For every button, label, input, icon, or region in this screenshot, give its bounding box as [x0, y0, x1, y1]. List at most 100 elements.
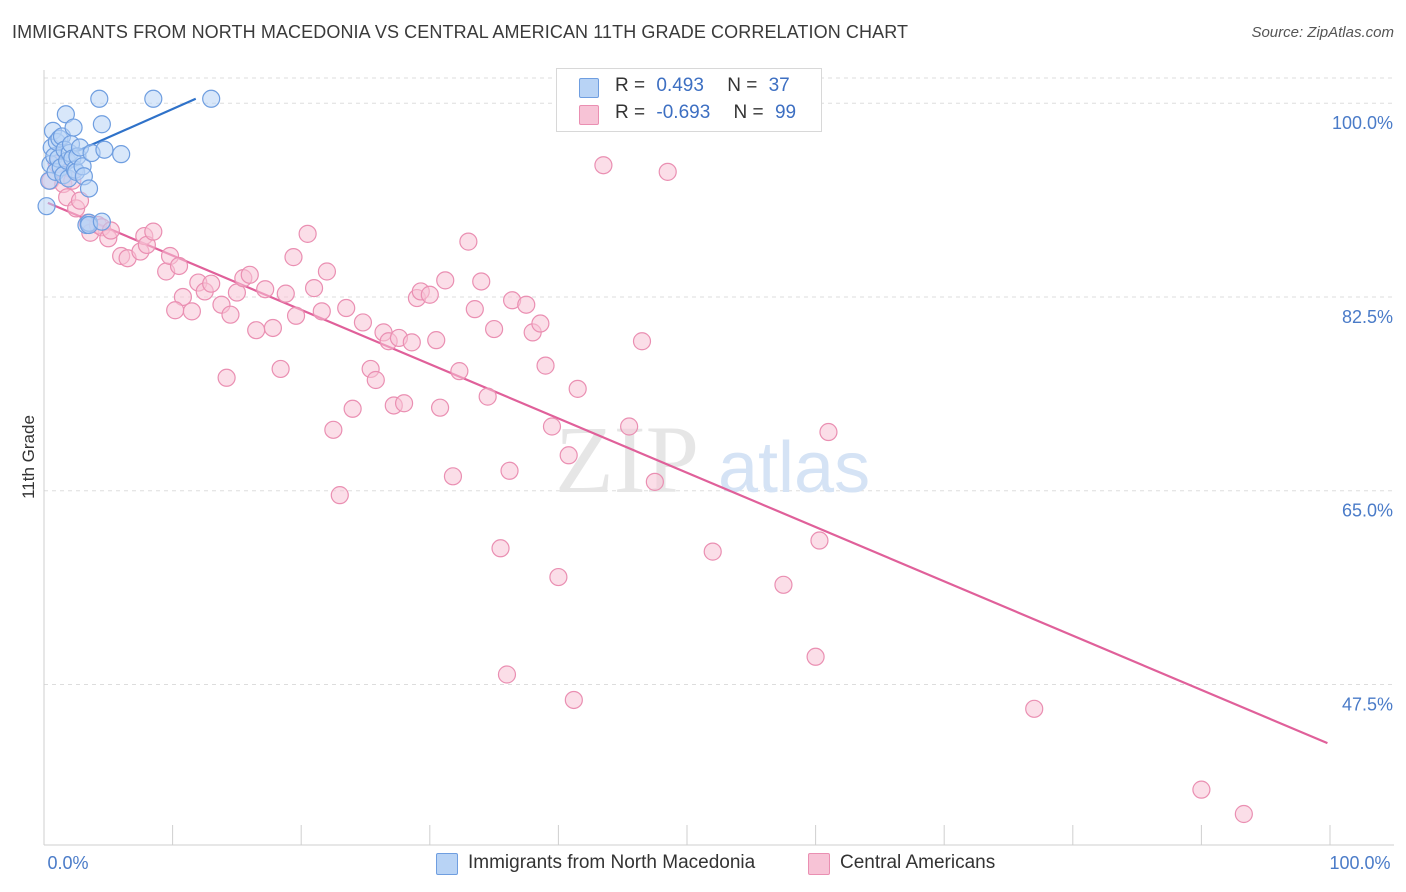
point-macedonia: [92, 212, 111, 231]
point-central-american: [436, 271, 455, 290]
point-central-american: [472, 272, 491, 291]
point-central-american: [645, 472, 664, 491]
r-label: R =: [615, 75, 646, 96]
y-tick-label: 100.0%: [1332, 113, 1393, 133]
point-central-american: [317, 262, 337, 281]
x-tick-label-max: 100.0%: [1329, 853, 1390, 873]
point-central-american: [263, 318, 283, 338]
legend-swatch-blue: [436, 853, 458, 875]
point-central-american: [298, 224, 317, 243]
point-macedonia: [144, 89, 163, 108]
grid-layer: [44, 77, 1394, 685]
point-central-american: [166, 301, 185, 320]
watermark: ZIP atlas: [555, 406, 870, 513]
points-layer: [37, 89, 1253, 824]
point-central-american: [703, 542, 722, 561]
point-central-american: [324, 420, 343, 439]
r-label: R =: [615, 102, 646, 123]
x-tick-label-min: 0.0%: [47, 853, 88, 873]
r-value: 0.493: [656, 75, 704, 96]
point-central-american: [221, 305, 240, 324]
y-tick-label: 47.5%: [1342, 694, 1393, 714]
point-central-american: [559, 446, 578, 465]
correlation-legend: R = 0.493 N = 37 R = -0.693 N = 99: [556, 68, 822, 132]
point-central-american: [620, 417, 639, 436]
n-label: N =: [727, 75, 758, 96]
watermark-atlas: atlas: [718, 428, 870, 508]
point-central-american: [343, 399, 362, 418]
point-macedonia: [79, 179, 99, 198]
legend-swatch-pink: [808, 853, 830, 875]
point-central-american: [549, 567, 568, 587]
legend-swatch-blue: [579, 78, 599, 98]
point-central-american: [430, 398, 450, 417]
n-value: 37: [768, 75, 790, 96]
y-axis-label: 11th Grade: [19, 415, 38, 499]
point-central-american: [312, 302, 331, 321]
point-central-american: [240, 265, 259, 284]
point-macedonia: [37, 197, 56, 216]
point-macedonia: [90, 89, 109, 108]
point-central-american: [806, 647, 825, 666]
point-central-american: [169, 256, 189, 276]
point-macedonia: [202, 89, 221, 108]
y-tick-label: 65.0%: [1342, 501, 1393, 521]
point-central-american: [1192, 780, 1211, 799]
point-central-american: [394, 394, 414, 413]
point-central-american: [1025, 699, 1044, 718]
point-central-american: [443, 467, 463, 486]
point-central-american: [420, 285, 439, 304]
point-central-american: [497, 665, 517, 684]
point-central-american: [217, 368, 236, 387]
point-central-american: [144, 222, 163, 241]
point-central-american: [774, 575, 793, 594]
point-central-american: [564, 690, 583, 710]
legend-label: Immigrants from North Macedonia: [468, 852, 756, 873]
point-macedonia: [92, 115, 111, 134]
axis-layer: 47.5% 65.0% 82.5% 100.0% 0.0% 100.0%: [43, 70, 1394, 873]
point-central-american: [450, 362, 469, 381]
point-central-american: [542, 417, 562, 436]
point-central-american: [286, 306, 306, 325]
point-central-american: [517, 295, 536, 314]
point-central-american: [810, 531, 829, 550]
point-central-american: [271, 359, 290, 379]
point-central-american: [459, 232, 478, 251]
point-central-american: [594, 156, 613, 175]
point-central-american: [366, 370, 385, 390]
legend-swatch-pink: [579, 105, 599, 125]
point-central-american: [1234, 804, 1253, 824]
point-macedonia: [112, 145, 131, 164]
point-central-american: [500, 461, 519, 480]
chart-title: IMMIGRANTS FROM NORTH MACEDONIA VS CENTR…: [12, 22, 909, 42]
point-central-american: [819, 422, 838, 442]
r-value: -0.693: [656, 102, 711, 123]
point-central-american: [632, 332, 652, 351]
point-central-american: [536, 356, 555, 375]
point-central-american: [658, 162, 677, 181]
point-central-american: [202, 274, 221, 293]
point-central-american: [353, 313, 373, 332]
point-central-american: [330, 486, 349, 505]
point-macedonia: [95, 140, 114, 159]
y-tick-label: 82.5%: [1342, 307, 1393, 327]
n-label: N =: [733, 102, 764, 123]
point-central-american: [568, 379, 587, 398]
point-central-american: [247, 321, 266, 340]
point-macedonia: [64, 118, 83, 137]
point-central-american: [427, 331, 446, 350]
point-central-american: [491, 539, 510, 558]
legend-label: Central Americans: [840, 852, 996, 873]
point-central-american: [478, 387, 497, 406]
point-central-american: [70, 191, 90, 210]
point-central-american: [402, 333, 421, 352]
point-central-american: [485, 319, 504, 339]
point-central-american: [182, 302, 201, 321]
source-label: Source: ZipAtlas.com: [1251, 24, 1394, 41]
point-central-american: [304, 279, 324, 298]
point-central-american: [256, 280, 275, 299]
point-central-american: [284, 248, 303, 267]
n-value: 99: [774, 102, 797, 123]
point-central-american: [337, 298, 356, 318]
